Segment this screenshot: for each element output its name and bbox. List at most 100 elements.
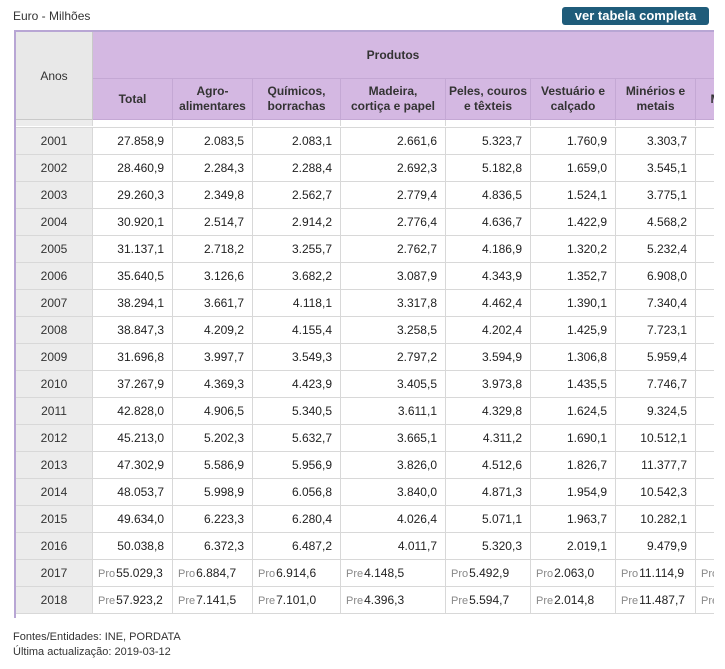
table-row: 2008 38.847,3 4.209,2 4.155,4 3.258,5 4.202,4… bbox=[16, 317, 714, 344]
value-text: 55.029,3 bbox=[116, 566, 163, 580]
value-cell: 3.258,5 bbox=[341, 317, 446, 343]
value-cell: 2.349,8 bbox=[173, 182, 253, 208]
value-cell: 2.776,4 bbox=[341, 209, 446, 235]
value-cell: 27.858,9 bbox=[93, 128, 173, 154]
year-cell: 2006 bbox=[16, 263, 93, 289]
value-cell: 49.634,0 bbox=[93, 506, 173, 532]
year-cell: 2004 bbox=[16, 209, 93, 235]
year-cell: 2008 bbox=[16, 317, 93, 343]
value-text: 4.148,5 bbox=[364, 566, 405, 580]
value-cell: 2.718,2 bbox=[173, 236, 253, 262]
value-cell: 1.425,9 bbox=[531, 317, 616, 343]
value-cell: 4.343,9 bbox=[446, 263, 531, 289]
value-cell: 31.137,1 bbox=[93, 236, 173, 262]
value-cell: 4.186,9 bbox=[446, 236, 531, 262]
value-cell: 3.611,1 bbox=[341, 398, 446, 424]
column-header: Vestuário e calçado bbox=[531, 79, 616, 120]
value-cell: 2.083,1 bbox=[253, 128, 341, 154]
provisional-value-cell: Pre7.141,5 bbox=[173, 587, 253, 613]
value-cell: 4.906,5 bbox=[173, 398, 253, 424]
value-cell: 42.828,0 bbox=[93, 398, 173, 424]
value-cell: 3.126,6 bbox=[173, 263, 253, 289]
value-cell: 6.280,4 bbox=[253, 506, 341, 532]
full-table-button[interactable]: ver tabela completa bbox=[562, 7, 709, 25]
value-cell: 1.352,7 bbox=[531, 263, 616, 289]
provisional-value-cell: Pre7.101,0 bbox=[253, 587, 341, 613]
provisional-value-cell: Pre57.923,2 bbox=[93, 587, 173, 613]
value-cell: 6.056,8 bbox=[253, 479, 341, 505]
value-cell: 4.311,2 bbox=[446, 425, 531, 451]
table-row: 2013 47.302,9 5.586,9 5.956,9 3.826,0 4.512,6… bbox=[16, 452, 714, 479]
value-cell: 1.624,5 bbox=[531, 398, 616, 424]
table-row: 2007 38.294,1 3.661,7 4.118,1 3.317,8 4.462,4… bbox=[16, 290, 714, 317]
value-cell: 3.997,7 bbox=[173, 344, 253, 370]
value-cell: 37.267,9 bbox=[93, 371, 173, 397]
value-cell: 1.659,0 bbox=[531, 155, 616, 181]
table-row: 200024.274,51.965,71.974,42.700,15.475,0… bbox=[16, 120, 714, 128]
table-row: 2003 29.260,3 2.349,8 2.562,7 2.779,4 4.836,5… bbox=[16, 182, 714, 209]
truncated-cell bbox=[696, 533, 714, 559]
provisional-flag: Pre bbox=[346, 595, 364, 607]
table-row: 2010 37.267,9 4.369,3 4.423,9 3.405,5 3.973,8… bbox=[16, 371, 714, 398]
value-cell: 47.302,9 bbox=[93, 452, 173, 478]
column-header: Minérios e metais bbox=[616, 79, 696, 120]
provisional-value-cell: Pre11.487,7 bbox=[616, 587, 696, 613]
value-cell: 2.083,5 bbox=[173, 128, 253, 154]
value-text: 7.141,5 bbox=[196, 593, 237, 607]
column-header: M bbox=[696, 79, 714, 120]
year-cell: 2005 bbox=[16, 236, 93, 262]
value-cell: 2.762,7 bbox=[341, 236, 446, 262]
year-cell: 2009 bbox=[16, 344, 93, 370]
provisional-flag: Pro bbox=[258, 568, 276, 580]
provisional-value-cell: Pro5.492,9 bbox=[446, 560, 531, 586]
value-cell: 5.998,9 bbox=[173, 479, 253, 505]
value-cell: 4.202,4 bbox=[446, 317, 531, 343]
provisional-flag: Pre bbox=[701, 595, 714, 607]
truncated-cell bbox=[696, 317, 714, 343]
value-cell: 6.487,2 bbox=[253, 533, 341, 559]
value-cell: 1.939,2 bbox=[531, 120, 616, 126]
provisional-flag: Pro bbox=[621, 568, 639, 580]
truncated-cell: Pre bbox=[696, 587, 714, 613]
provisional-value-cell: Pre5.594,7 bbox=[446, 587, 531, 613]
value-cell: 4.155,4 bbox=[253, 317, 341, 343]
value-cell: 3.682,2 bbox=[253, 263, 341, 289]
value-text: 7.101,0 bbox=[276, 593, 317, 607]
value-cell: 6.908,0 bbox=[616, 263, 696, 289]
year-cell: 2012 bbox=[16, 425, 93, 451]
year-cell: 2016 bbox=[16, 533, 93, 559]
truncated-cell bbox=[696, 371, 714, 397]
value-cell: 3.087,9 bbox=[341, 263, 446, 289]
truncated-cell bbox=[696, 506, 714, 532]
value-cell: 10.512,1 bbox=[616, 425, 696, 451]
value-cell: 3.973,8 bbox=[446, 371, 531, 397]
value-cell: 4.329,8 bbox=[446, 398, 531, 424]
value-cell: 9.479,9 bbox=[616, 533, 696, 559]
table-row: 2001 27.858,9 2.083,5 2.083,1 2.661,6 5.323,7… bbox=[16, 128, 714, 155]
year-cell: 2003 bbox=[16, 182, 93, 208]
table-row: 2005 31.137,1 2.718,2 3.255,7 2.762,7 4.186,9… bbox=[16, 236, 714, 263]
value-cell: 10.542,3 bbox=[616, 479, 696, 505]
table-body: 200024.274,51.965,71.974,42.700,15.475,0… bbox=[16, 120, 714, 618]
provisional-flag: Pro bbox=[451, 568, 469, 580]
value-cell: 4.462,4 bbox=[446, 290, 531, 316]
column-header: Total bbox=[93, 79, 173, 120]
value-cell: 3.303,7 bbox=[616, 128, 696, 154]
provisional-value-cell: Pro6.884,7 bbox=[173, 560, 253, 586]
truncated-cell: Pro bbox=[696, 560, 714, 586]
year-cell: 2010 bbox=[16, 371, 93, 397]
provisional-flag: Pro bbox=[98, 568, 116, 580]
unit-label: Euro - Milhões bbox=[13, 9, 91, 23]
year-cell: 2000 bbox=[16, 120, 93, 126]
value-cell: 2.797,2 bbox=[341, 344, 446, 370]
value-cell: 6.223,3 bbox=[173, 506, 253, 532]
value-cell: 3.594,9 bbox=[446, 344, 531, 370]
value-cell: 11.377,7 bbox=[616, 452, 696, 478]
table-row: 2012 45.213,0 5.202,3 5.632,7 3.665,1 4.311,2… bbox=[16, 425, 714, 452]
value-cell: 31.696,8 bbox=[93, 344, 173, 370]
table-row: 2009 31.696,8 3.997,7 3.549,3 2.797,2 3.594,9… bbox=[16, 344, 714, 371]
value-cell: 3.665,1 bbox=[341, 425, 446, 451]
value-cell: 3.317,8 bbox=[341, 290, 446, 316]
column-header: Madeira, cortiça e papel bbox=[341, 79, 446, 120]
provisional-value-cell: Pre4.148,5 bbox=[341, 560, 446, 586]
